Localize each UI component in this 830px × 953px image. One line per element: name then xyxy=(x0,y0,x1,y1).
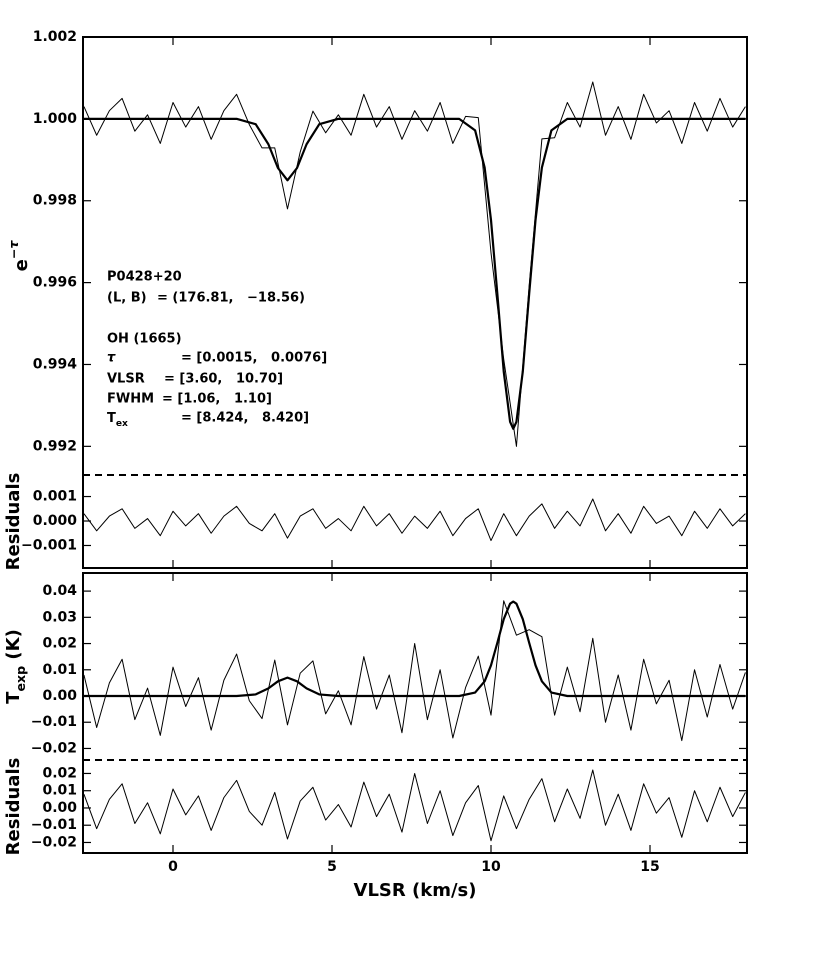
label-sub: exp xyxy=(13,666,28,692)
y-tick-label: 1.002 xyxy=(33,29,77,45)
label: VLSR (km/s) xyxy=(354,880,477,901)
label: (L, B) xyxy=(107,291,147,306)
y2-tick-label: −0.02 xyxy=(31,834,77,850)
x-tick-label: 5 xyxy=(327,859,337,875)
label: FWHM xyxy=(107,392,154,407)
label: Texp (K) xyxy=(3,629,28,704)
y2-tick-label: 0.01 xyxy=(42,783,77,799)
note-value: = [0.0015, 0.0076] xyxy=(181,351,327,366)
y-tick-label: 0.996 xyxy=(33,275,77,291)
label-rest: (K) xyxy=(3,629,24,666)
x-tick-label: 0 xyxy=(168,859,178,875)
y-tick-label: 0.01 xyxy=(42,662,77,678)
label-sub: ex xyxy=(116,419,128,429)
y-tick-label: 1.000 xyxy=(33,111,78,127)
label-base: T xyxy=(3,691,24,704)
note-value: = (176.81, −18.56) xyxy=(157,291,305,306)
y-tick-label: 0.994 xyxy=(33,356,78,372)
y2-tick-label: 0.02 xyxy=(42,765,77,781)
data-line xyxy=(83,81,746,447)
y-tick-label: 0.998 xyxy=(33,193,77,209)
frame xyxy=(82,572,748,854)
y2-tick-label: 0.000 xyxy=(33,513,78,529)
frame xyxy=(82,36,748,569)
y-tick-label: −0.02 xyxy=(31,740,77,756)
x-tick-label: 10 xyxy=(481,859,501,875)
y-tick-label: 0.02 xyxy=(42,636,77,652)
y-tick-label: 0.03 xyxy=(42,609,77,625)
data-line xyxy=(83,498,746,542)
y2-tick-label: 0.001 xyxy=(33,489,77,505)
label: OH (1665) xyxy=(107,332,182,347)
label: Residuals xyxy=(3,473,24,571)
data-line xyxy=(83,769,746,842)
data-line xyxy=(83,600,746,742)
y-tick-label: 0.992 xyxy=(33,438,77,454)
fit-line xyxy=(83,600,746,698)
label: Tex xyxy=(107,411,128,429)
label-base: T xyxy=(107,411,116,426)
label: P0428+20 xyxy=(107,270,182,285)
note-value: = [8.424, 8.420] xyxy=(181,411,309,426)
y-tick-label: −0.01 xyxy=(31,714,77,730)
note-value: = [3.60, 10.70] xyxy=(164,372,283,387)
label: e−τ xyxy=(6,240,32,272)
y-tick-label: 0.04 xyxy=(42,583,77,599)
label-sup: −τ xyxy=(6,240,21,260)
y-tick-label: 0.00 xyxy=(42,688,77,704)
fit-line xyxy=(83,117,746,430)
note-value: = [1.06, 1.10] xyxy=(162,392,272,407)
label: VLSR xyxy=(107,372,145,387)
x-tick-label: 15 xyxy=(640,859,659,875)
y2-tick-label: −0.01 xyxy=(31,817,77,833)
label-base: e xyxy=(11,259,32,271)
y2-tick-label: −0.001 xyxy=(21,537,77,553)
label: τ xyxy=(107,351,116,366)
label: Residuals xyxy=(3,758,24,856)
y2-tick-label: 0.00 xyxy=(42,800,77,816)
